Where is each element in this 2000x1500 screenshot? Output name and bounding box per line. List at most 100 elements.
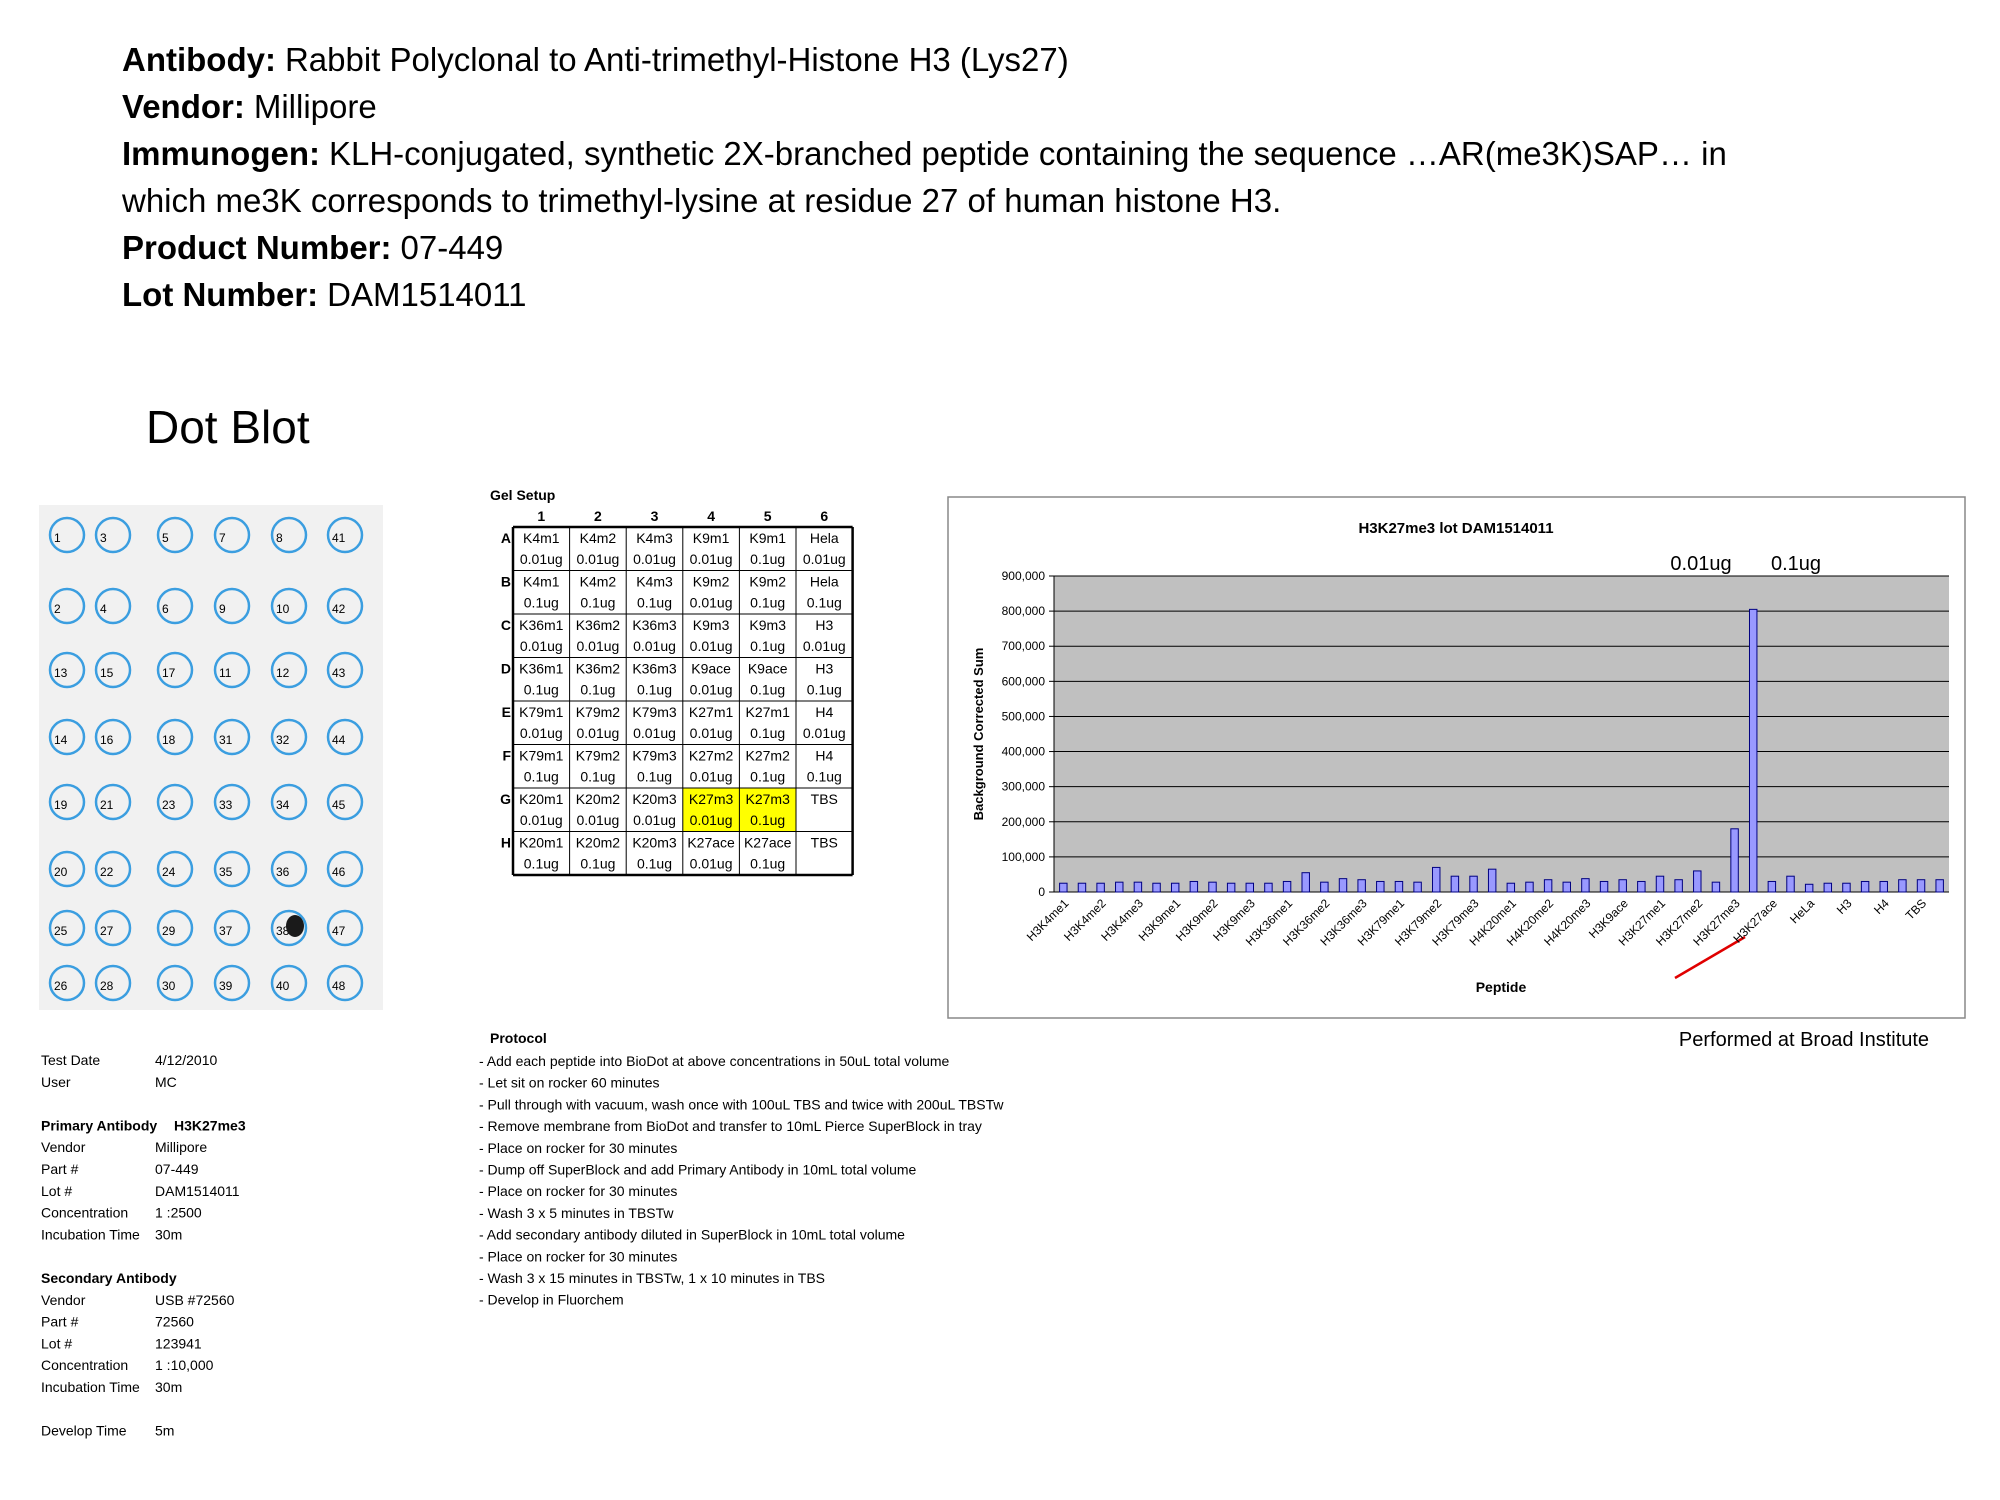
gel-cell-text: K9m3 bbox=[749, 617, 786, 633]
bar bbox=[1301, 872, 1310, 893]
dot-number: 10 bbox=[276, 602, 290, 616]
dot-number: 15 bbox=[100, 666, 114, 680]
gel-col-header: 4 bbox=[707, 508, 715, 524]
y-tick-label: 100,000 bbox=[1002, 850, 1046, 864]
gel-cell-text: 0.1ug bbox=[750, 725, 785, 741]
protocol-step: - Place on rocker for 30 minutes bbox=[479, 1248, 677, 1264]
blot-dot bbox=[326, 909, 364, 947]
blot-dot bbox=[156, 964, 194, 1002]
blot-dot bbox=[326, 516, 364, 554]
bar bbox=[1170, 882, 1180, 893]
info-key: Test Date bbox=[41, 1052, 100, 1068]
bar bbox=[1152, 882, 1161, 893]
y-tick-label: 600,000 bbox=[1002, 674, 1046, 688]
gel-row-header: F bbox=[502, 748, 511, 764]
gel-row-header: C bbox=[501, 617, 511, 633]
gel-cell-text: 0.1ug bbox=[750, 638, 785, 654]
blot-dot bbox=[156, 587, 194, 625]
header-line: Lot Number: DAM1514011 bbox=[122, 276, 527, 313]
bar bbox=[1077, 882, 1087, 893]
gel-cell-text: 0.01ug bbox=[690, 551, 733, 567]
dot-number: 34 bbox=[276, 798, 290, 812]
bar bbox=[1115, 881, 1124, 893]
bar bbox=[1804, 883, 1814, 893]
bar bbox=[1338, 878, 1348, 893]
gel-cell-text: K79m2 bbox=[576, 704, 621, 720]
protocol-title: Protocol bbox=[490, 1030, 547, 1046]
dot-number: 18 bbox=[162, 733, 176, 747]
dot-number: 6 bbox=[162, 602, 169, 616]
protocol-step: - Add each peptide into BioDot at above … bbox=[479, 1053, 950, 1069]
gel-row-header: H bbox=[501, 835, 511, 851]
gel-cell-text: 0.1ug bbox=[637, 856, 672, 872]
dot-number: 32 bbox=[276, 733, 290, 747]
gel-cell-text: H4 bbox=[815, 704, 833, 720]
info-value: 123941 bbox=[155, 1335, 202, 1351]
gel-cell-text: 0.01ug bbox=[803, 638, 846, 654]
bar bbox=[1711, 881, 1721, 893]
bar bbox=[1637, 880, 1646, 893]
gel-col-header: 3 bbox=[651, 508, 659, 524]
blot-dot bbox=[270, 909, 308, 947]
info-key: Incubation Time bbox=[41, 1379, 140, 1395]
gel-cell-text: 0.1ug bbox=[750, 551, 785, 567]
gel-cell-text: K27ace bbox=[687, 835, 735, 851]
gel-cell-text: K27ace bbox=[744, 835, 792, 851]
blot-dot bbox=[270, 850, 308, 888]
blot-dot bbox=[156, 651, 194, 689]
blot-dot bbox=[156, 783, 194, 821]
dot-number: 47 bbox=[332, 924, 346, 938]
bar bbox=[1208, 881, 1217, 893]
gel-cell-text: 0.1ug bbox=[580, 682, 615, 698]
bar bbox=[1860, 880, 1870, 893]
blot-dot bbox=[213, 718, 251, 756]
gel-cell-text: K9m1 bbox=[749, 530, 786, 546]
bar bbox=[1469, 875, 1478, 893]
blot-dot bbox=[48, 516, 86, 554]
gel-cell-text: K4m3 bbox=[636, 574, 673, 590]
gel-col-header: 2 bbox=[594, 508, 602, 524]
dot-number: 26 bbox=[54, 979, 68, 993]
dot-number: 42 bbox=[332, 602, 346, 616]
gel-cell-text: K4m2 bbox=[580, 574, 617, 590]
gel-cell-text: TBS bbox=[811, 791, 838, 807]
bar bbox=[1655, 875, 1665, 893]
gel-cell-text: K20m1 bbox=[519, 835, 564, 851]
gel-cell-text: 0.01ug bbox=[520, 725, 563, 741]
blot-dot bbox=[48, 909, 86, 947]
bar bbox=[1823, 882, 1833, 893]
gel-cell-text: K27m3 bbox=[746, 791, 791, 807]
dot-number: 16 bbox=[100, 733, 114, 747]
blot-dot bbox=[326, 587, 364, 625]
protocol-step: - Let sit on rocker 60 minutes bbox=[479, 1075, 660, 1091]
dot-number: 30 bbox=[162, 979, 176, 993]
header-line: which me3K corresponds to trimethyl-lysi… bbox=[121, 182, 1281, 219]
bar bbox=[1376, 880, 1385, 893]
info-key: Lot # bbox=[41, 1335, 72, 1351]
annotation: 0.01ug bbox=[1670, 553, 1731, 575]
header-label: Antibody: bbox=[122, 41, 276, 78]
dot-number: 23 bbox=[162, 798, 176, 812]
blot-dot bbox=[213, 587, 251, 625]
bar bbox=[1059, 882, 1068, 893]
y-tick-label: 900,000 bbox=[1002, 569, 1046, 583]
gel-cell-text: K27m2 bbox=[689, 748, 734, 764]
dot-number: 13 bbox=[54, 666, 68, 680]
info-key: Part # bbox=[41, 1161, 79, 1177]
blot-dot bbox=[213, 516, 251, 554]
header-value: Millipore bbox=[254, 88, 377, 125]
dot-number: 24 bbox=[162, 865, 176, 879]
gel-cell-text: 0.01ug bbox=[690, 856, 733, 872]
bar bbox=[1935, 879, 1944, 893]
protocol-step: - Wash 3 x 5 minutes in TBSTw bbox=[479, 1205, 674, 1221]
dot-number: 33 bbox=[219, 798, 233, 812]
bar bbox=[1842, 882, 1851, 893]
gel-cell-text: 0.1ug bbox=[807, 595, 842, 611]
gel-cell-text: 0.01ug bbox=[576, 551, 619, 567]
dot-number: 43 bbox=[332, 666, 346, 680]
y-tick-label: 400,000 bbox=[1002, 745, 1046, 759]
bar bbox=[1674, 879, 1683, 893]
gel-cell-text: K36m1 bbox=[519, 617, 564, 633]
blot-dot bbox=[94, 909, 132, 947]
gel-cell-text: 0.01ug bbox=[690, 769, 733, 785]
